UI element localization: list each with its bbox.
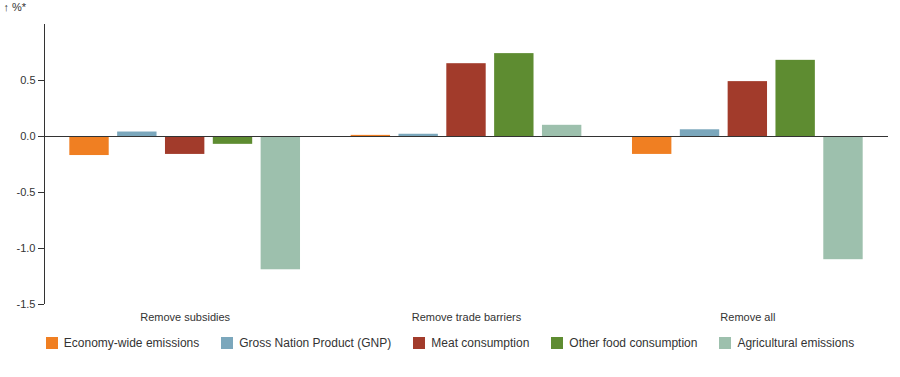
svg-text:0.0: 0.0 [20,130,35,142]
svg-text:Remove subsidies: Remove subsidies [140,311,230,323]
html-text:Gross Nation Product (GNP): Gross Nation Product (GNP) [239,336,392,350]
html-text:Meat consumption: Meat consumption [431,336,530,350]
html-text:Agricultural emissions: Agricultural emissions [737,336,855,350]
svg-text:0.5: 0.5 [20,74,35,86]
svg-text:Remove trade barriers: Remove trade barriers [412,311,522,323]
html-text:Other food consumption: Other food consumption [569,336,698,350]
svg-text:-1.5: -1.5 [17,298,36,310]
svg-text:-1.0: -1.0 [17,242,36,254]
svg-text:-0.5: -0.5 [17,186,36,198]
html-text:Economy-wide emissions: Economy-wide emissions [63,336,200,350]
svg-text:Remove all: Remove all [720,311,775,323]
svg-text:↑ %*: ↑ %* [4,1,27,13]
